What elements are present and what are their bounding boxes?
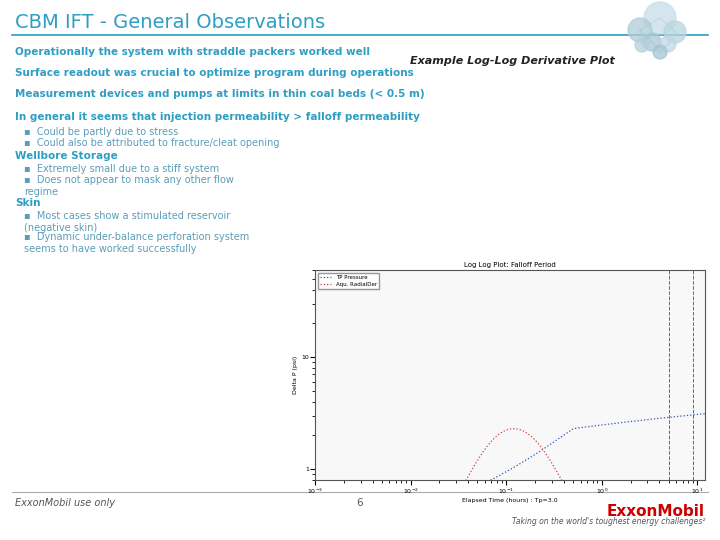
TP Pressure xyxy=(310,521,319,527)
Text: Wellbore Storage: Wellbore Storage xyxy=(15,151,118,161)
Circle shape xyxy=(660,36,676,52)
Text: CBM IFT - General Observations: CBM IFT - General Observations xyxy=(15,13,325,32)
Aqu. RadialDer xyxy=(542,452,551,458)
Aqu. RadialDer xyxy=(573,503,582,509)
Circle shape xyxy=(643,33,661,51)
TP Pressure xyxy=(488,476,497,482)
Text: ▪  Dynamic under-balance perforation system
seems to have worked successfully: ▪ Dynamic under-balance perforation syst… xyxy=(24,232,249,254)
Text: Operationally the system with straddle packers worked well: Operationally the system with straddle p… xyxy=(15,47,370,57)
Text: In general it seems that injection permeability > falloff permeability: In general it seems that injection perme… xyxy=(15,112,420,122)
Aqu. RadialDer xyxy=(606,523,615,530)
Y-axis label: Delta P (psi): Delta P (psi) xyxy=(293,356,298,394)
Line: Aqu. RadialDer: Aqu. RadialDer xyxy=(315,429,707,536)
Circle shape xyxy=(635,38,649,52)
Text: Skin: Skin xyxy=(15,198,40,208)
Text: Taking on the world's toughest energy challenges²: Taking on the world's toughest energy ch… xyxy=(512,517,705,526)
Circle shape xyxy=(664,21,686,43)
Text: Radial
Flow
Slope = 0.0: Radial Flow Slope = 0.0 xyxy=(0,539,1,540)
Text: ▪  Does not appear to mask any other flow
regime: ▪ Does not appear to mask any other flow… xyxy=(24,175,234,197)
Aqu. RadialDer xyxy=(703,523,711,530)
Text: ▪  Most cases show a stimulated reservoir
(negative skin): ▪ Most cases show a stimulated reservoir… xyxy=(24,211,230,233)
Circle shape xyxy=(644,2,676,34)
Legend: TP Pressure, Aqu. RadialDer: TP Pressure, Aqu. RadialDer xyxy=(318,273,379,289)
Text: 6: 6 xyxy=(356,498,364,508)
TP Pressure xyxy=(541,444,550,450)
Text: ▪  Could also be attributed to fracture/cleat opening: ▪ Could also be attributed to fracture/c… xyxy=(24,138,279,148)
Title: Log Log Plot: Falloff Period: Log Log Plot: Falloff Period xyxy=(464,262,556,268)
X-axis label: Elapsed Time (hours) : Tp=3.0: Elapsed Time (hours) : Tp=3.0 xyxy=(462,498,558,503)
Aqu. RadialDer xyxy=(667,533,675,539)
Text: ▪  Extremely small due to a stiff system: ▪ Extremely small due to a stiff system xyxy=(24,164,220,174)
TP Pressure xyxy=(606,421,614,427)
Text: Example Log-Log Derivative Plot: Example Log-Log Derivative Plot xyxy=(410,56,614,66)
TP Pressure xyxy=(572,425,581,431)
TP Pressure xyxy=(380,512,389,519)
Circle shape xyxy=(628,18,652,42)
Text: Measurement devices and pumps at limits in thin coal beds (< 0.5 m): Measurement devices and pumps at limits … xyxy=(15,89,425,99)
Aqu. RadialDer xyxy=(380,524,389,531)
Text: ExxonMobil: ExxonMobil xyxy=(607,504,705,519)
TP Pressure xyxy=(411,506,420,512)
Aqu. RadialDer xyxy=(411,524,420,530)
Aqu. RadialDer xyxy=(510,426,518,432)
Text: ExxonMobil use only: ExxonMobil use only xyxy=(15,498,115,508)
Aqu. RadialDer xyxy=(488,437,497,443)
Text: Surface readout was crucial to optimize program during operations: Surface readout was crucial to optimize … xyxy=(15,68,414,78)
Text: ▪  Could be partly due to stress: ▪ Could be partly due to stress xyxy=(24,127,179,137)
Line: TP Pressure: TP Pressure xyxy=(315,414,707,524)
Circle shape xyxy=(653,45,667,59)
Aqu. RadialDer xyxy=(310,524,319,531)
TP Pressure xyxy=(703,410,711,417)
